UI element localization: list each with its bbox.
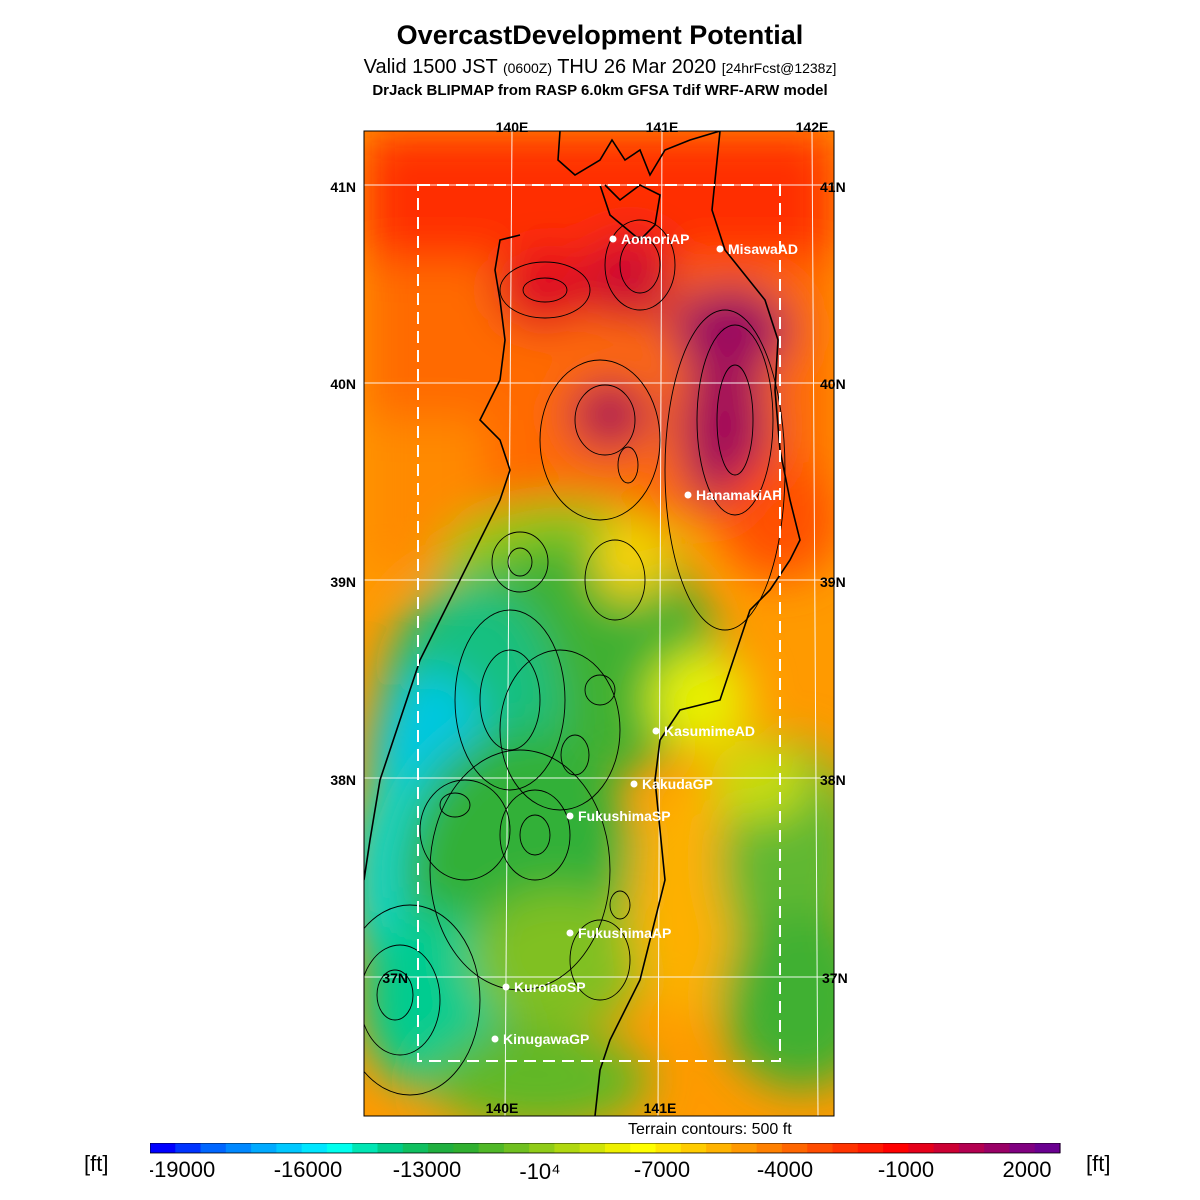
colorbar-swatch — [781, 1143, 808, 1153]
lat-label-right: 38N — [820, 772, 846, 788]
colorbar-swatch — [200, 1143, 227, 1153]
station-marker[interactable] — [491, 1035, 499, 1043]
terrain-contours — [364, 219, 786, 1096]
colorbar-swatch — [756, 1143, 783, 1153]
color-field — [364, 131, 834, 1116]
colorbar-swatch — [301, 1143, 328, 1153]
colorbar-unit-right: [ft] — [1086, 1151, 1111, 1176]
station-label: FukushimaAP — [578, 925, 671, 941]
lon-label-top: 140E — [496, 119, 529, 135]
colorbar-swatch — [857, 1143, 884, 1153]
domain-box — [417, 184, 781, 1062]
colorbar-swatch — [807, 1143, 834, 1153]
lat-label-right: 39N — [820, 574, 846, 590]
lat-label-right: 41N — [820, 179, 846, 195]
lat-label-left: 39N — [330, 574, 356, 590]
lon-label-top: 142E — [796, 119, 829, 135]
lat-label-left: 41N — [330, 179, 356, 195]
colorbar-swatch — [478, 1143, 505, 1153]
colorbar-swatch — [1009, 1143, 1036, 1153]
colorbar-tick-label: -1000 — [878, 1157, 934, 1182]
station-label: KasumimeAD — [664, 723, 755, 739]
forecast-info: [24hrFcst@1238z] — [721, 60, 837, 76]
lon-label-bottom: 140E — [486, 1100, 519, 1116]
colorbar-swatch — [175, 1143, 202, 1153]
lat-label-left: 37N — [382, 970, 408, 986]
station-marker[interactable] — [716, 245, 724, 253]
model-description: DrJack BLIPMAP from RASP 6.0km GFSA Tdif… — [372, 82, 828, 99]
station-marker[interactable] — [566, 929, 574, 937]
coastline — [364, 131, 801, 1116]
colorbar-swatch — [377, 1143, 404, 1153]
colorbar-swatch — [326, 1143, 353, 1153]
colorbar: -19000 -16000 -13000 -10⁴ -7000 -4000 -1… — [150, 1143, 1061, 1184]
colorbar-swatch — [225, 1143, 252, 1153]
colorbar-unit-left: [ft] — [84, 1151, 109, 1176]
station-marker[interactable] — [502, 983, 510, 991]
colorbar-tick-label: -13000 — [393, 1157, 462, 1182]
colorbar-swatch — [503, 1143, 530, 1153]
station-marker[interactable] — [630, 780, 638, 788]
station-label: HanamakiAP — [696, 487, 782, 503]
station-marker[interactable] — [652, 727, 660, 735]
map-frame — [363, 130, 835, 1117]
colorbar-swatch — [251, 1143, 277, 1153]
colorbar-swatch — [453, 1143, 480, 1153]
station-label: AomoriAP — [621, 231, 689, 247]
colorbar-swatch — [655, 1143, 682, 1153]
colorbar-swatch — [428, 1143, 454, 1153]
colorbar-swatch — [1034, 1143, 1061, 1153]
colorbar-swatch — [579, 1143, 606, 1153]
valid-date: THU 26 Mar 2020 — [557, 56, 717, 78]
colorbar-swatch — [958, 1143, 985, 1153]
colorbar-swatch — [402, 1143, 429, 1153]
station-label: MisawaAD — [728, 241, 798, 257]
lat-label-left: 38N — [330, 772, 356, 788]
station-label: KinugawaGP — [503, 1031, 589, 1047]
colorbar-tick-label: -10⁴ — [519, 1159, 560, 1184]
colorbar-swatch — [883, 1143, 909, 1153]
station-marker[interactable] — [684, 491, 692, 499]
valid-time: Valid 1500 JST — [363, 56, 498, 78]
terrain-contour-note: Terrain contours: 500 ft — [628, 1121, 792, 1138]
colorbar-swatch — [731, 1143, 758, 1153]
station-label: KuroiaoSP — [514, 979, 586, 995]
lat-label-right: 40N — [820, 376, 846, 392]
lon-label-bottom: 141E — [644, 1100, 677, 1116]
lat-label-left: 40N — [330, 376, 356, 392]
colorbar-outline — [150, 1143, 1061, 1154]
station-label: KakudaGP — [642, 776, 713, 792]
station-marker[interactable] — [609, 235, 617, 243]
colorbar-swatch — [605, 1143, 631, 1153]
colorbar-swatch — [554, 1143, 581, 1153]
colorbar-swatches — [150, 1143, 1061, 1154]
colorbar-tick-label: -16000 — [274, 1157, 343, 1182]
colorbar-swatch — [630, 1143, 657, 1153]
colorbar-tick-label: -4000 — [757, 1157, 813, 1182]
colorbar-swatch — [832, 1143, 859, 1153]
colorbar-tick-label: -7000 — [634, 1157, 690, 1182]
valid-time-subtitle: Valid 1500 JST (0600Z) THU 26 Mar 2020 [… — [0, 56, 1200, 79]
colorbar-swatch — [680, 1143, 707, 1153]
colorbar-swatch — [150, 1143, 176, 1153]
valid-zulu: (0600Z) — [502, 60, 553, 76]
colorbar-tick-label: 2000 — [1003, 1157, 1052, 1182]
colorbar-swatch — [984, 1143, 1011, 1153]
page-title: OvercastDevelopment Potential — [396, 20, 804, 50]
station-marker[interactable] — [566, 812, 574, 820]
lat-label-right: 37N — [822, 970, 848, 986]
colorbar-swatch — [908, 1143, 935, 1153]
colorbar-swatch — [529, 1143, 556, 1153]
colorbar-swatch — [352, 1143, 379, 1153]
colorbar-tick-label: -19000 — [150, 1157, 215, 1182]
colorbar-swatch — [933, 1143, 960, 1153]
station-label: FukushimaSP — [578, 808, 671, 824]
colorbar-swatch — [706, 1143, 732, 1153]
lon-label-top: 141E — [646, 119, 679, 135]
colorbar-swatch — [276, 1143, 303, 1153]
